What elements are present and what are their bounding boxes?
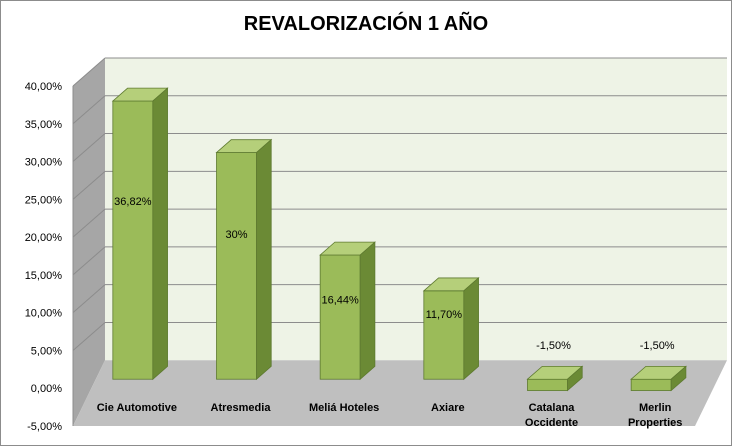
data-label: 30% bbox=[225, 229, 247, 241]
y-tick-label: 10,00% bbox=[25, 308, 63, 320]
data-label: -1,50% bbox=[640, 340, 675, 352]
bar-front bbox=[216, 152, 257, 380]
data-label: 11,70% bbox=[426, 309, 463, 321]
plot-side-wall bbox=[73, 58, 105, 426]
y-tick-label: -5,00% bbox=[27, 421, 62, 433]
bar-side bbox=[463, 277, 479, 381]
y-tick-label: 25,00% bbox=[25, 194, 63, 206]
bar bbox=[422, 277, 480, 381]
gridlines bbox=[72, 57, 727, 351]
bar-side bbox=[567, 365, 583, 392]
bar bbox=[319, 241, 376, 381]
y-tick-label: 5,00% bbox=[31, 345, 62, 357]
gridline-side bbox=[72, 133, 106, 162]
bar-front bbox=[423, 290, 465, 380]
data-label: -1,50% bbox=[536, 340, 571, 352]
x-tick-label: Catalana bbox=[529, 402, 576, 414]
data-label: 36,82% bbox=[114, 196, 152, 208]
gridline-side bbox=[72, 208, 106, 238]
bar-front bbox=[112, 100, 154, 380]
x-tick-label: Properties bbox=[628, 417, 682, 429]
data-label: 16,44% bbox=[322, 295, 360, 307]
gridline-side bbox=[72, 284, 106, 314]
x-tick-label: Axiare bbox=[431, 402, 465, 414]
bar-side bbox=[152, 87, 168, 381]
x-tick-label: Meliá Hoteles bbox=[309, 402, 379, 414]
bar-front bbox=[630, 378, 672, 391]
chart-title: REVALORIZACIÓN 1 AÑO bbox=[243, 13, 489, 35]
x-tick-label: Merlin bbox=[639, 402, 672, 414]
bar bbox=[111, 87, 169, 381]
gridline-side bbox=[72, 246, 106, 276]
gridline-side bbox=[72, 170, 106, 200]
gridline-side bbox=[72, 95, 106, 125]
bar-side bbox=[359, 241, 376, 381]
y-tick-label: 20,00% bbox=[25, 232, 63, 244]
data-labels: 36,82% 30% 16,44% 11,70% -1,50% -1,50% bbox=[114, 196, 675, 352]
y-tick-label: 40,00% bbox=[25, 81, 63, 93]
bar bbox=[630, 365, 687, 392]
y-tick-label: 35,00% bbox=[25, 119, 63, 131]
bar-front bbox=[527, 378, 568, 391]
x-axis: Cie Automotive Atresmedia Meliá Hoteles Axi… bbox=[97, 402, 683, 429]
gridline-side bbox=[72, 57, 106, 87]
y-tick-label: 30,00% bbox=[25, 157, 63, 169]
x-tick-label: Occidente bbox=[525, 417, 578, 429]
bar bbox=[526, 365, 584, 392]
x-tick-label: Atresmedia bbox=[211, 402, 272, 414]
bar bbox=[215, 138, 273, 381]
y-axis: -5,00% 0,00% 5,00% 10,00% 15,00% 20,00% 25,00%… bbox=[25, 81, 74, 433]
y-tick-label: 15,00% bbox=[25, 270, 63, 282]
x-tick-label: Cie Automotive bbox=[97, 402, 177, 414]
bar-side bbox=[670, 365, 687, 392]
gridline-side bbox=[72, 322, 106, 351]
bar-side bbox=[256, 138, 272, 381]
bars bbox=[111, 87, 687, 392]
y-tick-label: 0,00% bbox=[31, 383, 62, 395]
bar-front bbox=[319, 254, 361, 380]
